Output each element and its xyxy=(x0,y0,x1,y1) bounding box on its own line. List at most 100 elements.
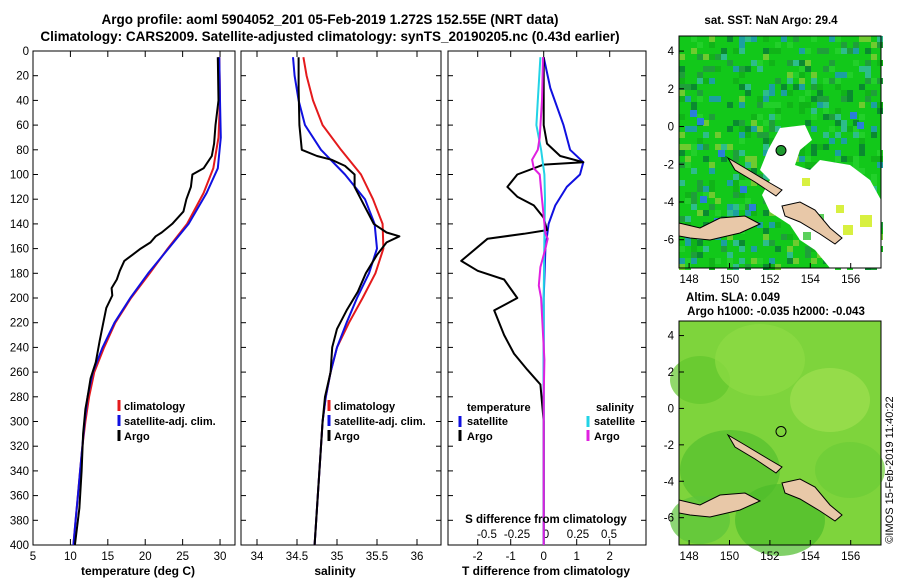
x-tick-label: 36 xyxy=(411,551,424,563)
sst-cell xyxy=(847,156,853,162)
sst-cell xyxy=(709,186,715,192)
sst-cell xyxy=(787,252,793,258)
x-tick-label: 1 xyxy=(573,551,579,563)
sst-cell xyxy=(859,114,865,120)
sst-cell xyxy=(871,156,877,162)
map-y-tick-label: 0 xyxy=(668,403,674,415)
sst-cell xyxy=(709,36,715,42)
sst-cell xyxy=(811,78,817,84)
sst-warm-cell xyxy=(860,215,872,227)
sst-cell xyxy=(835,156,841,162)
x-tick-label: 20 xyxy=(139,551,152,563)
sst-cell xyxy=(877,36,883,42)
sst-cell xyxy=(679,96,685,102)
sst-cell xyxy=(877,108,883,114)
sst-cell xyxy=(763,150,769,156)
sst-cell xyxy=(721,48,727,54)
sst-cell xyxy=(709,42,715,48)
y-tick-label: 220 xyxy=(10,318,29,330)
sst-cell xyxy=(829,114,835,120)
sst-cell xyxy=(793,84,799,90)
sst-cell xyxy=(871,102,877,108)
sst-cell xyxy=(751,180,757,186)
sst-cell xyxy=(811,84,817,90)
sst-cell xyxy=(775,126,781,132)
sst-warm-cell xyxy=(802,178,810,186)
sst-cell xyxy=(691,102,697,108)
sst-cell xyxy=(697,186,703,192)
sst-cell xyxy=(763,48,769,54)
sst-cell xyxy=(751,114,757,120)
sst-cell xyxy=(691,144,697,150)
top-x-tick-label: 0.5 xyxy=(601,529,617,541)
sst-cell xyxy=(709,78,715,84)
map-x-tick-label: 154 xyxy=(801,274,821,286)
sst-cell xyxy=(853,156,859,162)
sst-cell xyxy=(811,114,817,120)
y-tick-label: 240 xyxy=(10,342,29,354)
sst-cell xyxy=(691,198,697,204)
sst-cell xyxy=(697,54,703,60)
y-tick-label: 20 xyxy=(16,71,29,83)
sst-cell xyxy=(769,48,775,54)
sst-cell xyxy=(877,42,883,48)
sst-cell xyxy=(685,258,691,264)
sst-cell xyxy=(727,180,733,186)
sst-cell xyxy=(739,72,745,78)
sst-cell xyxy=(793,36,799,42)
sst-cell xyxy=(715,96,721,102)
sst-cell xyxy=(685,198,691,204)
y-tick-label: 40 xyxy=(16,95,29,107)
sst-cell xyxy=(739,66,745,72)
sst-cell xyxy=(775,264,781,270)
y-tick-label: 100 xyxy=(10,170,29,182)
sst-cell xyxy=(715,198,721,204)
difference-panel: -2 -1 0 1 2 -0.5 -0.25 0 0.25 0.5 xyxy=(447,50,647,563)
plot-frame xyxy=(240,50,442,546)
y-tick-label: 0 xyxy=(23,46,29,58)
y-tick-label: 380 xyxy=(10,515,29,527)
sst-cell xyxy=(805,162,811,168)
sst-cell xyxy=(799,84,805,90)
sst-cell xyxy=(763,120,769,126)
sst-cell xyxy=(841,42,847,48)
sst-cell xyxy=(751,36,757,42)
sst-cell xyxy=(703,210,709,216)
sst-cell xyxy=(853,120,859,126)
sst-cell xyxy=(709,54,715,60)
top-x-tick-label: -0.5 xyxy=(477,529,497,541)
map-x-tick-label: 148 xyxy=(680,551,699,563)
sst-cell xyxy=(769,84,775,90)
sst-cell xyxy=(805,246,811,252)
sst-cell xyxy=(703,54,709,60)
land-mass xyxy=(678,215,762,241)
sst-cell xyxy=(871,42,877,48)
sst-cell xyxy=(775,48,781,54)
sst-cell xyxy=(733,156,739,162)
y-tick-label: 200 xyxy=(10,293,29,305)
sst-cell xyxy=(847,126,853,132)
sst-cell xyxy=(685,144,691,150)
top-x-tick-label: 0 xyxy=(543,529,549,541)
sst-cell xyxy=(703,120,709,126)
sst-cell xyxy=(853,132,859,138)
sst-cell xyxy=(733,240,739,246)
sst-cell xyxy=(739,120,745,126)
sst-cell xyxy=(817,102,823,108)
sst-cell xyxy=(739,42,745,48)
x-tick-label: 35 xyxy=(331,551,344,563)
sst-cell xyxy=(871,78,877,84)
sst-cell xyxy=(811,72,817,78)
sst-cell xyxy=(769,222,775,228)
sst-cell xyxy=(803,232,811,240)
sst-cell xyxy=(769,114,775,120)
sst-cold-cell xyxy=(697,118,704,125)
sst-cell xyxy=(709,180,715,186)
sla-blob xyxy=(680,430,780,510)
sst-map-title: sat. SST: NaN Argo: 29.4 xyxy=(704,15,838,27)
sst-cell xyxy=(697,96,703,102)
difference-top-xlabel: S difference from climatology xyxy=(465,514,627,526)
sst-cell xyxy=(733,174,739,180)
temperature-panel: 5 10 15 20 25 3002040608010012014016018020022… xyxy=(10,46,236,563)
sst-cell xyxy=(679,150,685,156)
